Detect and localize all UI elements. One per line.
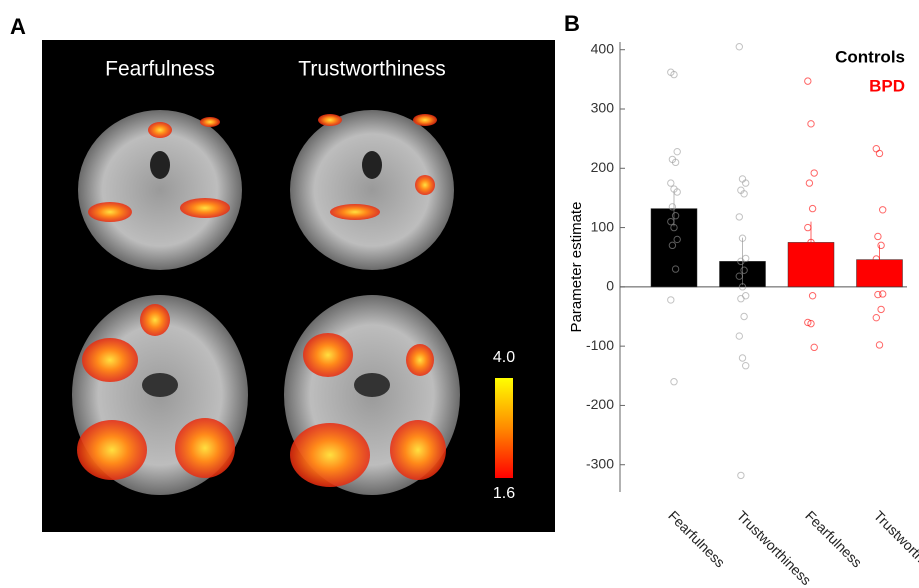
data-point	[743, 180, 749, 186]
colorbar-min: 1.6	[493, 485, 515, 502]
data-point	[811, 344, 817, 350]
y-tick-label: 100	[591, 218, 615, 234]
x-tick-label: Trustworthiness	[734, 507, 815, 588]
data-point	[805, 224, 811, 230]
data-point	[880, 207, 886, 213]
data-point	[878, 306, 884, 312]
y-tick-label: -100	[586, 337, 614, 353]
data-point	[805, 78, 811, 84]
legend-entry: Controls	[835, 47, 905, 66]
data-point	[668, 180, 674, 186]
data-point	[876, 150, 882, 156]
data-point	[736, 333, 742, 339]
x-tick-label: Trustworthiness	[871, 507, 919, 588]
data-point	[668, 297, 674, 303]
data-point	[876, 342, 882, 348]
data-point	[806, 180, 812, 186]
y-tick-label: 0	[606, 278, 614, 294]
figure: A Fearfulness Trustworthiness 4.0 1.6 B …	[0, 0, 919, 588]
data-point	[873, 146, 879, 152]
data-point	[811, 170, 817, 176]
data-point	[743, 363, 749, 369]
data-point	[671, 379, 677, 385]
data-point	[878, 242, 884, 248]
y-tick-label: 400	[591, 40, 615, 56]
data-point	[736, 214, 742, 220]
y-tick-label: 300	[591, 100, 615, 116]
x-tick-label: Fearfulness	[802, 507, 865, 570]
data-point	[809, 205, 815, 211]
x-tick-label: Fearfulness	[665, 507, 728, 570]
data-point	[808, 121, 814, 127]
y-tick-label: 200	[591, 159, 615, 175]
data-point	[674, 148, 680, 154]
data-point	[736, 44, 742, 50]
data-point	[743, 293, 749, 299]
colorbar-max: 4.0	[493, 349, 515, 366]
data-point	[875, 233, 881, 239]
legend-entry: BPD	[869, 76, 905, 95]
data-point	[809, 293, 815, 299]
data-point	[738, 296, 744, 302]
data-point	[741, 313, 747, 319]
data-point	[739, 176, 745, 182]
column-title: Fearfulness	[105, 58, 215, 81]
data-point	[739, 355, 745, 361]
panel-label: A	[10, 14, 26, 39]
y-tick-label: -300	[586, 455, 614, 471]
data-point	[875, 291, 881, 297]
panel-label: B	[564, 11, 580, 36]
data-point	[873, 314, 879, 320]
y-axis-label: Parameter estimate	[568, 202, 585, 333]
data-point	[743, 255, 749, 261]
page: {"panel_a": {"label": "A", "columns": ["…	[0, 0, 919, 588]
column-title: Trustworthiness	[298, 58, 445, 81]
y-tick-label: -200	[586, 396, 614, 412]
data-point	[738, 472, 744, 478]
